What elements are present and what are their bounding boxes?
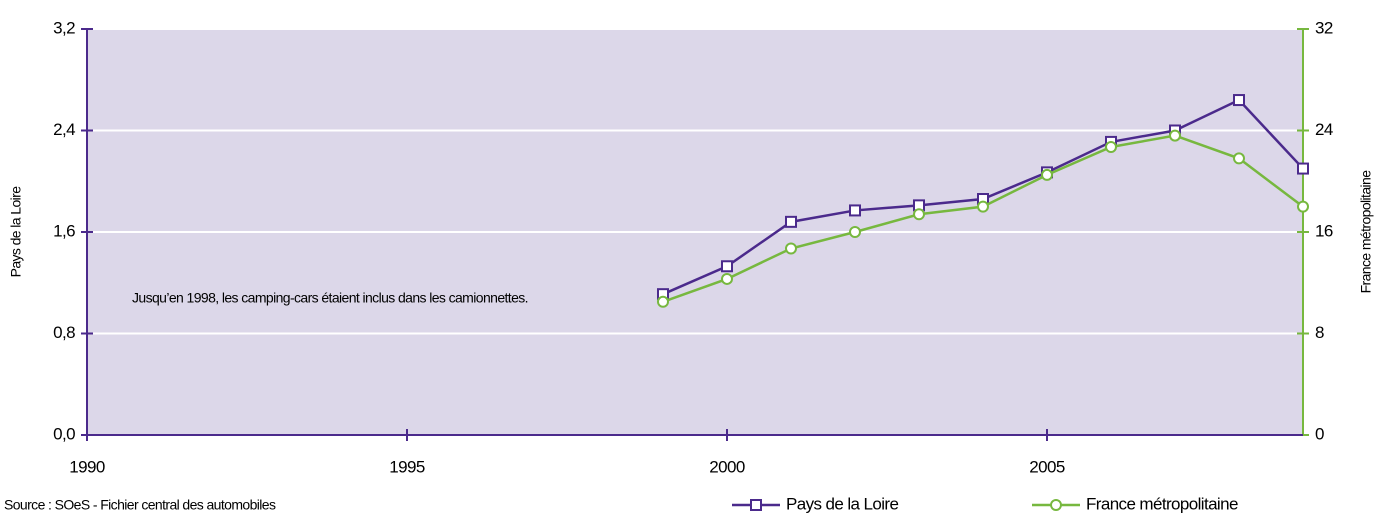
data-point <box>1041 168 1053 181</box>
legend-label: France métropolitaine <box>1086 494 1238 513</box>
data-point <box>1169 129 1181 142</box>
data-point <box>785 242 797 255</box>
y-tick-label: 3,2 <box>53 18 75 37</box>
y2-tick-label: 16 <box>1315 221 1333 240</box>
data-point <box>977 200 989 213</box>
data-point <box>785 215 797 228</box>
data-point <box>1105 140 1117 153</box>
y-tick-label: 2,4 <box>53 120 75 139</box>
data-point <box>657 295 669 308</box>
data-point <box>1233 94 1245 107</box>
legend-label: Pays de la Loire <box>786 494 898 513</box>
data-point <box>913 208 925 221</box>
legend-marker <box>1050 499 1062 511</box>
data-point <box>1297 200 1309 213</box>
y-axis-title: Pays de la Loire <box>8 186 24 278</box>
y2-axis-title: France métropolitaine <box>1358 170 1374 294</box>
x-tick-label: 1990 <box>69 457 105 476</box>
annotation: Jusqu’en 1998, les camping-cars étaient … <box>132 290 528 306</box>
data-point <box>1297 162 1309 175</box>
x-tick-label: 1995 <box>389 457 425 476</box>
y-tick-label: 1,6 <box>53 221 75 240</box>
legend-marker <box>750 499 762 511</box>
data-point <box>849 226 861 238</box>
y2-tick-label: 24 <box>1315 120 1333 139</box>
x-tick-label: 2005 <box>1029 457 1065 476</box>
y2-tick-label: 0 <box>1315 424 1324 443</box>
y2-tick-label: 32 <box>1315 18 1333 37</box>
y-tick-label: 0,0 <box>53 424 75 443</box>
y2-tick-label: 8 <box>1315 323 1324 342</box>
data-point <box>721 260 733 273</box>
y-tick-label: 0,8 <box>53 323 75 342</box>
data-point <box>1233 152 1245 165</box>
x-tick-label: 2000 <box>709 457 745 476</box>
source: Source : SOeS - Fichier central des auto… <box>4 497 276 513</box>
data-point <box>849 204 861 217</box>
data-point <box>721 272 733 285</box>
